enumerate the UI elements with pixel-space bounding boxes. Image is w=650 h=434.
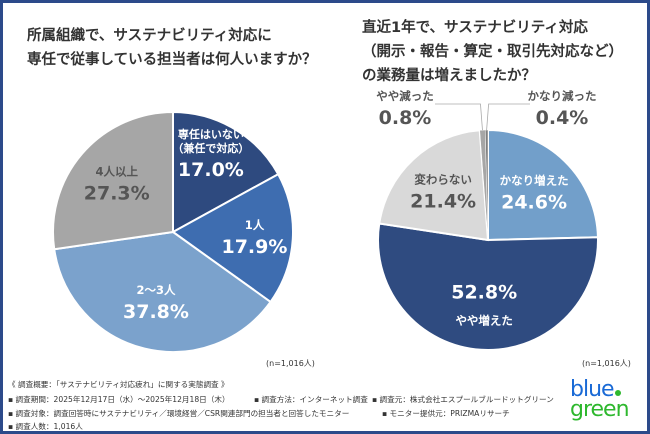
left-sample-size: (n=1,016人) xyxy=(266,359,315,368)
pie1-category-3: 4人以上 xyxy=(95,164,138,178)
survey-org: ▪ 調査元：株式会社エスプールブルードットグリーン xyxy=(372,395,554,404)
survey-provider: ▪ モニター提供元：PRIZMAリサーチ xyxy=(382,409,510,418)
pie2-slice-2 xyxy=(378,129,490,242)
bluegreen-logo: blue green xyxy=(570,377,640,422)
pie2-category-4: かなり減った xyxy=(528,89,597,103)
pie2-category-2: 変わらない xyxy=(414,173,472,187)
logo-blue: blue xyxy=(570,377,615,402)
pie1-category-2: 2〜3人 xyxy=(136,283,176,297)
pie1-category-1: 1人 xyxy=(245,218,265,232)
right-chart-title: 直近1年で、サステナビリティ対応 （開示・報告・算定・取引先対応など） の業務量… xyxy=(362,20,623,84)
pie2-value-2: 21.4% xyxy=(410,191,476,213)
pie2-leader-3 xyxy=(435,103,483,131)
pie1-value-2: 37.8% xyxy=(123,301,189,323)
pie1-slice-3 xyxy=(52,110,174,251)
pie2-value-1: 52.8% xyxy=(451,281,517,303)
survey-overview: 《 調査概要：「サステナビリティ対応疲れ」に関する実態調査 》 xyxy=(8,380,229,389)
right-sample-size: (n=1,016人) xyxy=(582,359,631,368)
pie2-value-4: 0.4% xyxy=(536,107,589,129)
pie1-slice-2 xyxy=(53,230,272,353)
left-chart-title: 所属組織で、サステナビリティ対応に 専任で従事している担当者は何人いますか？ xyxy=(27,28,317,68)
survey-count: ▪ 調査人数：1,016人 xyxy=(8,422,83,431)
pie2-category-0: かなり増えた xyxy=(500,174,569,188)
pie1-value-1: 17.9% xyxy=(221,236,287,258)
pie1-value-3: 27.3% xyxy=(84,182,150,204)
pie2-category-3: やや減った xyxy=(376,89,434,103)
pie2-category-1: やや増えた xyxy=(455,313,513,327)
pie1-value-0: 17.0% xyxy=(178,159,244,181)
pie1-category-0: 専任はいない xyxy=(178,127,244,141)
pie2-slice-0 xyxy=(487,128,599,242)
survey-target: ▪ 調査対象：調査回答時にサステナビリティ／環境経営／CSR関連部門の担当者と回… xyxy=(8,409,350,418)
pie1-slice-0 xyxy=(172,110,280,234)
pie2-value-0: 24.6% xyxy=(501,192,567,214)
survey-period: ▪ 調査期間：2025年12月17日（水）〜2025年12月18日（木） xyxy=(8,395,230,404)
survey-method: ▪ 調査方法：インターネット調査 xyxy=(254,395,368,404)
pie1-slice-1 xyxy=(171,172,294,304)
pie2-leader-4 xyxy=(486,103,530,131)
pie2-value-3: 0.8% xyxy=(379,107,432,129)
logo-green: green xyxy=(570,397,630,422)
pie2-slice-4 xyxy=(484,129,489,241)
pie1-category-0-sub: （兼任で対応） xyxy=(172,141,249,155)
pie2-slice-1 xyxy=(377,222,599,351)
